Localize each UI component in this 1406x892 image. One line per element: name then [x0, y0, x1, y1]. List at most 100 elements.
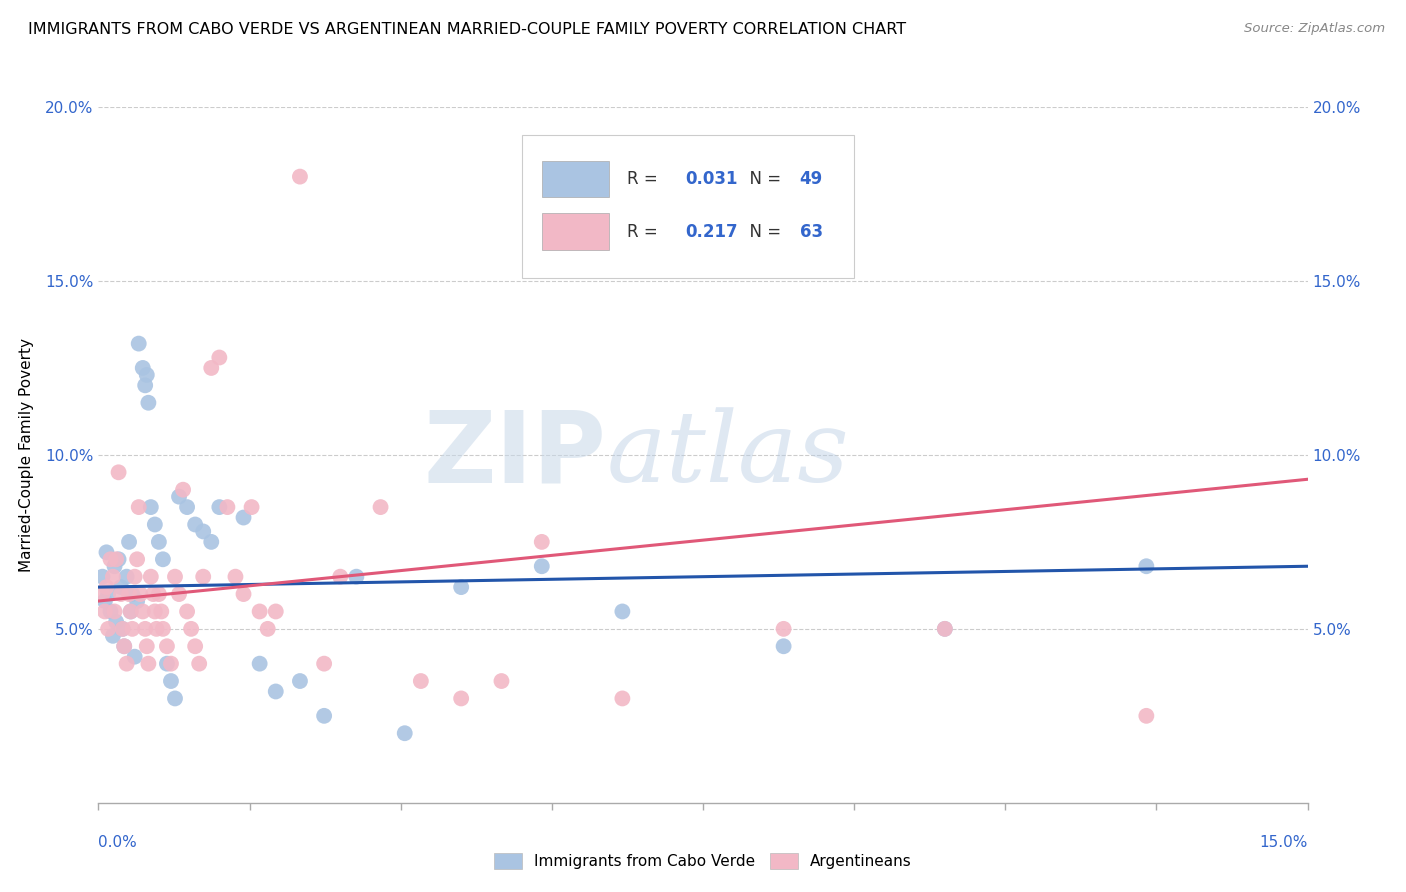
Y-axis label: Married-Couple Family Poverty: Married-Couple Family Poverty [20, 338, 34, 572]
Point [156, 639, 179, 653]
Point [134, 622, 156, 636]
Point [176, 605, 198, 619]
Point [111, 622, 134, 636]
Text: Source: ZipAtlas.com: Source: ZipAtlas.com [1244, 22, 1385, 36]
Point [91, 570, 114, 584]
Point [150, 605, 173, 619]
Legend: Immigrants from Cabo Verde, Argentineans: Immigrants from Cabo Verde, Argentineans [488, 847, 918, 875]
Point [97, 622, 120, 636]
Point [450, 691, 472, 706]
Point [101, 629, 124, 643]
Point [118, 587, 141, 601]
Point [100, 552, 122, 566]
Point [217, 500, 239, 514]
Point [394, 726, 416, 740]
Point [288, 674, 311, 689]
Point [163, 691, 186, 706]
Point [344, 570, 367, 584]
Point [148, 534, 170, 549]
Point [314, 657, 336, 671]
Point [103, 559, 125, 574]
Point [112, 639, 135, 653]
FancyBboxPatch shape [543, 161, 609, 197]
Point [208, 500, 231, 514]
Point [256, 622, 278, 636]
Point [240, 500, 263, 514]
Point [91, 587, 114, 601]
Point [139, 570, 162, 584]
Point [193, 524, 215, 539]
Point [167, 490, 190, 504]
Point [96, 580, 118, 594]
Point [692, 256, 714, 270]
Point [249, 605, 271, 619]
Point [208, 351, 231, 365]
Point [94, 605, 117, 619]
Point [163, 570, 186, 584]
Point [934, 622, 956, 636]
Point [138, 657, 160, 671]
Point [188, 657, 211, 671]
Point [139, 500, 162, 514]
Point [105, 615, 128, 629]
Point [370, 500, 392, 514]
Point [111, 622, 134, 636]
Text: N =: N = [740, 170, 786, 188]
Point [934, 622, 956, 636]
Point [200, 534, 222, 549]
Point [97, 587, 120, 601]
Point [145, 622, 167, 636]
Point [152, 552, 174, 566]
Point [160, 674, 183, 689]
Point [135, 639, 157, 653]
Point [143, 605, 166, 619]
Point [200, 360, 222, 375]
Point [127, 594, 149, 608]
Point [118, 534, 141, 549]
Point [176, 500, 198, 514]
Point [124, 570, 146, 584]
Point [193, 570, 215, 584]
Point [249, 657, 271, 671]
Text: 0.217: 0.217 [685, 223, 738, 241]
Point [100, 605, 122, 619]
Text: N =: N = [740, 223, 786, 241]
Point [264, 684, 287, 698]
Text: R =: R = [627, 170, 662, 188]
Point [128, 500, 150, 514]
Point [172, 483, 194, 497]
Text: 0.031: 0.031 [685, 170, 737, 188]
Text: R =: R = [627, 223, 662, 241]
Text: ZIP: ZIP [423, 407, 606, 503]
Point [107, 466, 129, 480]
Point [135, 368, 157, 382]
Point [110, 587, 132, 601]
Point [148, 587, 170, 601]
Point [132, 360, 155, 375]
Point [143, 517, 166, 532]
Text: 15.0%: 15.0% [1260, 836, 1308, 850]
FancyBboxPatch shape [543, 213, 609, 250]
Point [127, 552, 149, 566]
Point [132, 605, 155, 619]
Point [180, 622, 202, 636]
Point [115, 657, 138, 671]
FancyBboxPatch shape [522, 135, 855, 277]
Point [160, 657, 183, 671]
Point [107, 552, 129, 566]
Point [530, 559, 553, 574]
Point [314, 708, 336, 723]
Point [1135, 708, 1157, 723]
Text: 0.0%: 0.0% [98, 836, 138, 850]
Point [530, 534, 553, 549]
Point [612, 605, 634, 619]
Point [329, 570, 352, 584]
Point [96, 545, 118, 559]
Text: IMMIGRANTS FROM CABO VERDE VS ARGENTINEAN MARRIED-COUPLE FAMILY POVERTY CORRELAT: IMMIGRANTS FROM CABO VERDE VS ARGENTINEA… [28, 22, 907, 37]
Point [772, 639, 794, 653]
Point [167, 587, 190, 601]
Point [232, 587, 254, 601]
Point [612, 691, 634, 706]
Point [156, 657, 179, 671]
Point [152, 622, 174, 636]
